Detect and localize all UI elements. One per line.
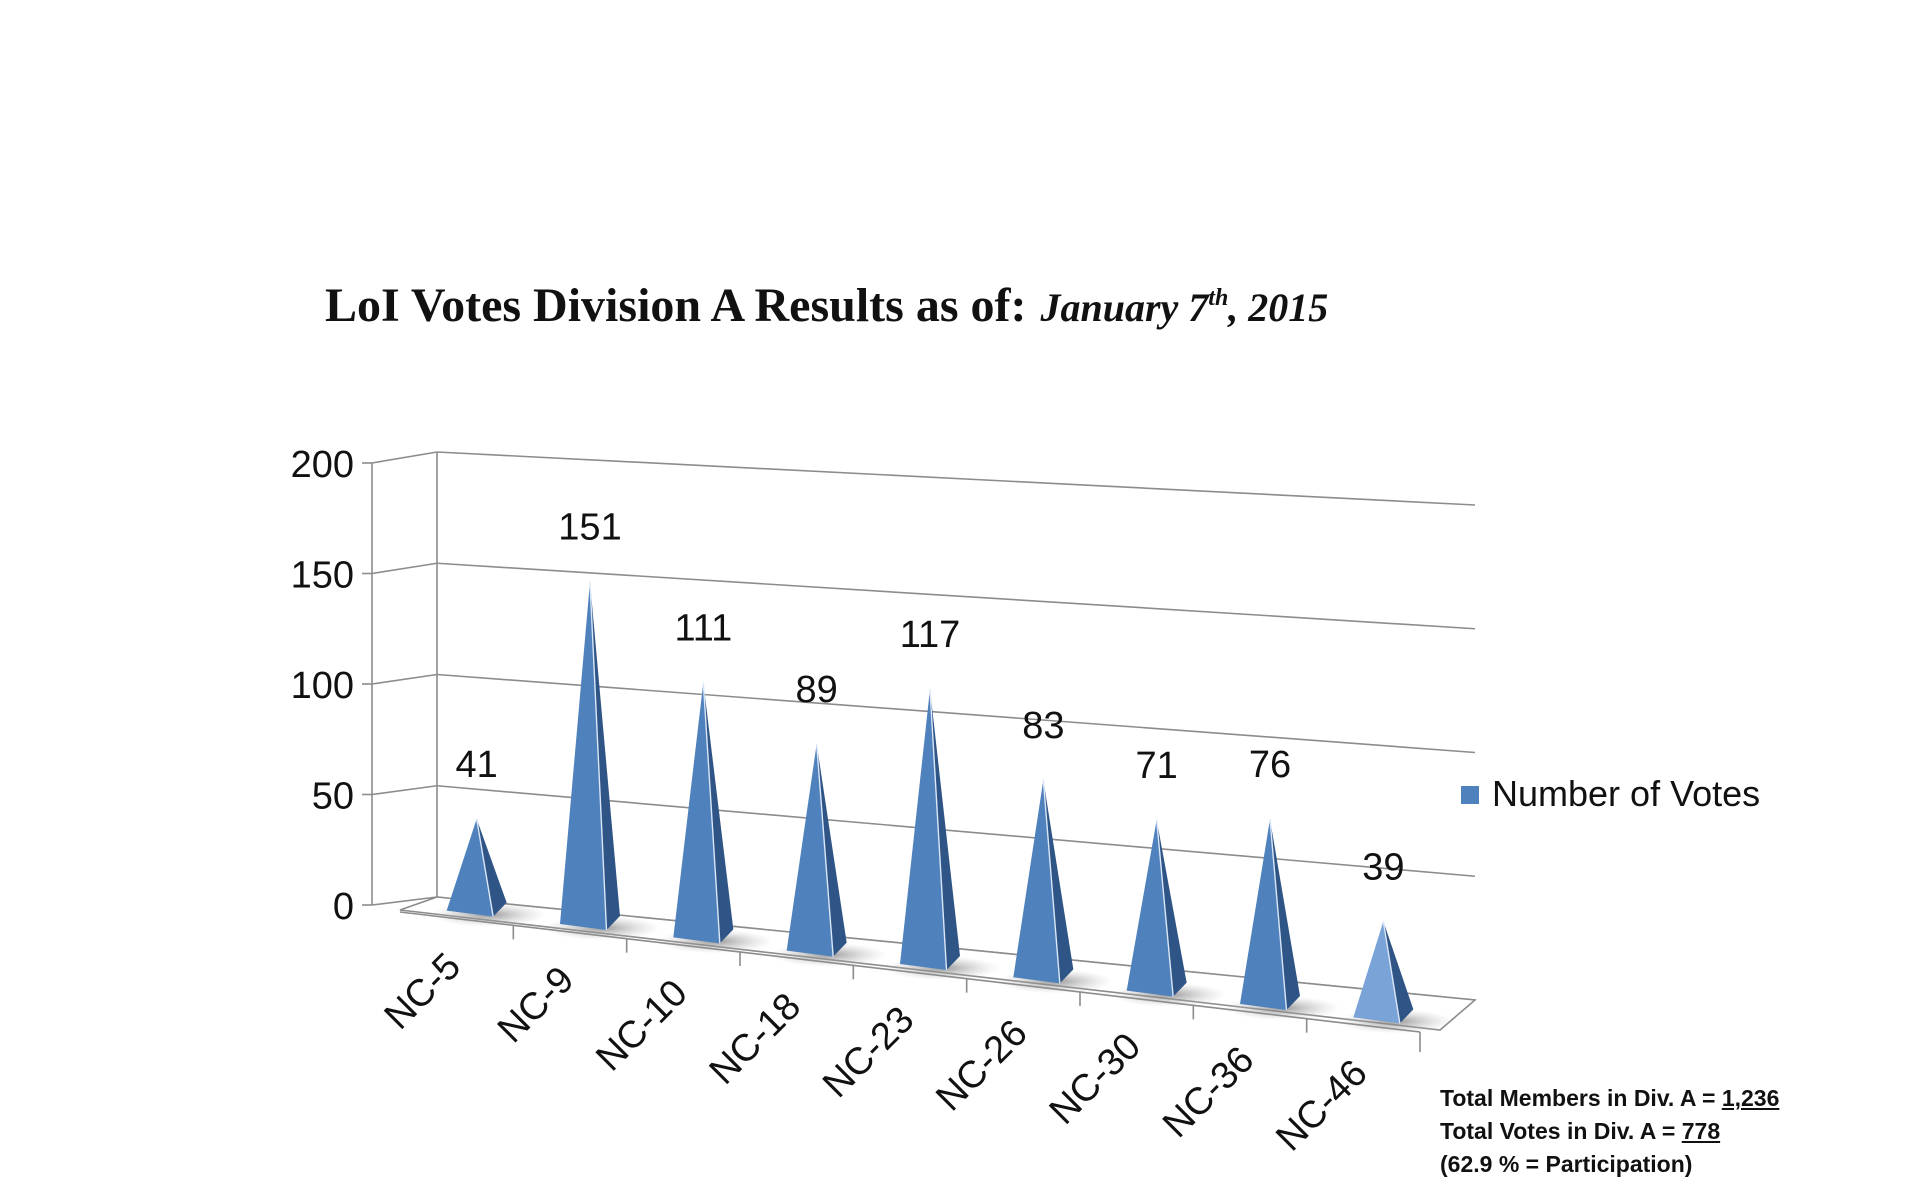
bar-NC-36 bbox=[1240, 819, 1300, 1011]
bar-edge bbox=[475, 818, 494, 917]
bar-NC-23 bbox=[900, 689, 960, 971]
y-tick-label: 0 bbox=[333, 886, 354, 928]
bar-front-face bbox=[1013, 779, 1060, 984]
gridline-depth bbox=[371, 896, 438, 906]
bar-side-face bbox=[1270, 819, 1300, 1010]
date-ordinal: th bbox=[1208, 285, 1229, 311]
gridline-depth bbox=[371, 673, 438, 685]
bar-side-face bbox=[816, 743, 847, 957]
bar-NC-46 bbox=[1353, 921, 1414, 1024]
bar-NC-9 bbox=[560, 581, 620, 931]
bar-edge bbox=[929, 689, 948, 971]
bar-NC-26 bbox=[1013, 779, 1074, 984]
bar-edge bbox=[1382, 921, 1401, 1024]
legend: Number of Votes bbox=[1461, 773, 1760, 814]
chart-title: LoI Votes Division A Results as of: Janua… bbox=[325, 278, 1328, 333]
gridline-depth bbox=[371, 784, 438, 796]
chart-title-date: January 7th, 2015 bbox=[1040, 285, 1328, 330]
total-members-value: 1,236 bbox=[1721, 1085, 1780, 1111]
bar-edge bbox=[815, 743, 834, 957]
bar-side-face bbox=[1383, 921, 1414, 1024]
data-label: 39 bbox=[1362, 846, 1404, 888]
bar-front-face bbox=[1240, 819, 1287, 1010]
bar-front-face bbox=[446, 818, 494, 917]
chart-title-main: LoI Votes Division A Results as of: bbox=[325, 279, 1027, 332]
bar-front-face bbox=[673, 682, 720, 944]
y-tick-label: 50 bbox=[312, 776, 354, 818]
legend-swatch bbox=[1461, 786, 1479, 804]
x-tick-label: NC-36 bbox=[1155, 1039, 1262, 1146]
bar-NC-30 bbox=[1126, 819, 1187, 997]
legend-label: Number of Votes bbox=[1492, 773, 1760, 814]
data-label: 83 bbox=[1022, 705, 1064, 747]
y-tick-label: 150 bbox=[291, 555, 354, 597]
x-tick-label: NC-5 bbox=[377, 945, 469, 1037]
data-label: 71 bbox=[1136, 745, 1178, 787]
total-votes-label: Total Votes in Div. A = bbox=[1440, 1118, 1682, 1144]
x-tick-label: NC-30 bbox=[1042, 1025, 1149, 1132]
gridline bbox=[436, 673, 1476, 754]
total-members-line: Total Members in Div. A = 1,236 bbox=[1440, 1082, 1779, 1115]
data-label: 76 bbox=[1249, 744, 1291, 786]
bar-front-face bbox=[1353, 921, 1400, 1024]
bar-NC-18 bbox=[786, 743, 847, 957]
data-label: 89 bbox=[796, 669, 838, 711]
total-votes-value: 778 bbox=[1681, 1118, 1721, 1144]
bar-side-face bbox=[703, 682, 734, 944]
date-year: , 2015 bbox=[1228, 285, 1329, 330]
gridline bbox=[436, 451, 1476, 506]
x-tick-label: NC-10 bbox=[588, 972, 695, 1079]
x-tick-label: NC-9 bbox=[490, 959, 582, 1051]
bar-side-face bbox=[590, 581, 620, 930]
x-tick-label: NC-23 bbox=[815, 999, 922, 1106]
y-tick-label: 200 bbox=[291, 444, 354, 486]
bar-side-face bbox=[1156, 819, 1187, 997]
x-tick-label: NC-46 bbox=[1268, 1052, 1375, 1159]
x-tick-label: NC-18 bbox=[702, 985, 809, 1092]
y-tick-label: 100 bbox=[291, 665, 354, 707]
data-labels: 41 151 111 89 117 83 71 76 39 bbox=[456, 507, 1405, 889]
gridline bbox=[436, 784, 1476, 878]
x-tick-label: NC-26 bbox=[928, 1012, 1035, 1119]
bar-NC-10 bbox=[673, 682, 734, 944]
data-label: 151 bbox=[558, 507, 621, 549]
bar-front-face bbox=[786, 743, 834, 957]
bar-side-face bbox=[1043, 779, 1074, 984]
total-members-label: Total Members in Div. A = bbox=[1440, 1085, 1722, 1111]
data-label: 111 bbox=[674, 608, 732, 650]
bar-edge bbox=[1269, 819, 1288, 1011]
gridline bbox=[436, 562, 1476, 630]
bar-front-face bbox=[1126, 819, 1174, 997]
date-month: January 7 bbox=[1040, 285, 1209, 330]
data-label: 41 bbox=[456, 744, 498, 786]
data-label: 117 bbox=[900, 614, 961, 656]
total-votes-line: Total Votes in Div. A = 778 bbox=[1440, 1115, 1779, 1148]
bar-side-face bbox=[476, 818, 507, 917]
axes: 0 50 100 150 200 NC-5 NC-9 NC-10 NC-18 NC-23 NC-26… bbox=[291, 444, 1421, 1159]
participation-line: (62.9 % = Participation) bbox=[1440, 1151, 1693, 1177]
bar-edge bbox=[702, 682, 721, 944]
bar-edge bbox=[1042, 779, 1061, 984]
x-axis-line bbox=[399, 911, 1421, 1033]
bar-side-face bbox=[930, 689, 960, 970]
gridline-depth bbox=[371, 451, 438, 464]
vote-summary: Total Members in Div. A = 1,236 Total Vo… bbox=[1440, 1082, 1779, 1181]
bar-front-face bbox=[900, 689, 947, 970]
gridline-depth bbox=[371, 562, 438, 575]
bar-front-face bbox=[560, 581, 607, 930]
bar-edge bbox=[1155, 819, 1174, 997]
bar-NC-5 bbox=[446, 818, 507, 917]
bar-edge bbox=[589, 581, 608, 931]
bars bbox=[446, 581, 1414, 1024]
